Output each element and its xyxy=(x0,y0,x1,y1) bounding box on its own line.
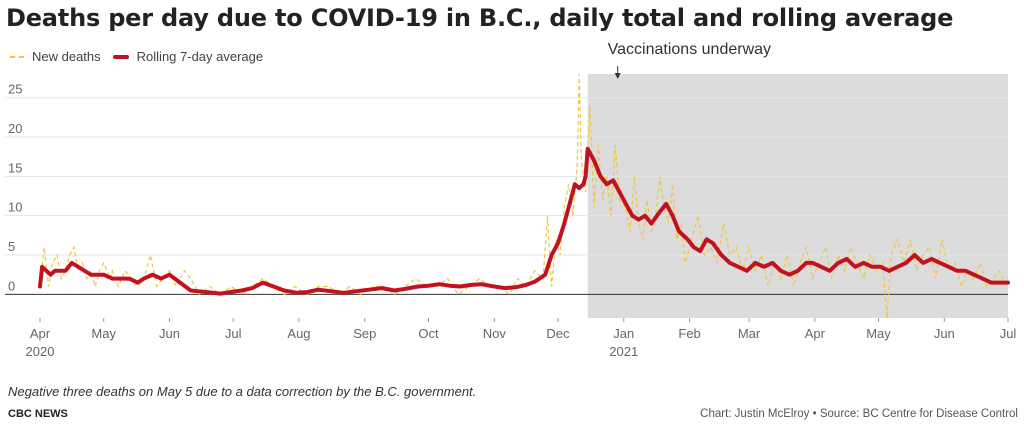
annotation-label: Vaccinations underway xyxy=(608,41,771,58)
x-tick-year-label: 2021 xyxy=(609,344,638,359)
x-tick-label: Nov xyxy=(483,326,507,341)
x-tick-label: Jul xyxy=(225,326,242,341)
legend-item-new-deaths: New deaths xyxy=(10,49,101,64)
chart-plot: 0 5 10 15 20 25 Apr 2020 May Jun Jul Aug Sep Oct Nov De… xyxy=(5,41,1017,359)
x-tick-label: Jun xyxy=(159,326,180,341)
chart-title: Deaths per day due to COVID-19 in B.C., … xyxy=(6,4,954,32)
x-tick-label: Jul xyxy=(1000,326,1017,341)
legend-label-new-deaths: New deaths xyxy=(32,49,101,64)
y-tick-label: 0 xyxy=(8,278,15,293)
vaccination-shaded-region xyxy=(587,74,1008,318)
chart-credit: Chart: Justin McElroy • Source: BC Centr… xyxy=(700,408,1018,420)
x-tick-label: Aug xyxy=(287,326,310,341)
x-tick-label: May xyxy=(866,326,891,341)
series-line-new-deaths xyxy=(39,73,1007,319)
legend: New deaths Rolling 7-day average xyxy=(10,49,275,64)
chart-note: Negative three deaths on May 5 due to a … xyxy=(8,384,477,399)
x-tick-label: Jun xyxy=(934,326,955,341)
x-tick-label: Oct xyxy=(418,326,439,341)
y-tick-label: 10 xyxy=(8,200,22,215)
x-tick-label: Jan xyxy=(613,326,634,341)
x-tick-label: May xyxy=(91,326,116,341)
y-tick-label: 20 xyxy=(8,121,22,136)
x-tick-label: Apr xyxy=(30,326,51,341)
annotation-arrow-head xyxy=(614,73,621,79)
x-tick-label: Dec xyxy=(546,326,570,341)
x-tick-label: Sep xyxy=(353,326,376,341)
x-tick-label: Apr xyxy=(805,326,826,341)
series-line-rolling-average xyxy=(38,146,1010,296)
x-tick-year-label: 2020 xyxy=(26,344,55,359)
legend-swatch-rolling-average xyxy=(112,54,129,59)
brand-logo-text: CBC NEWS xyxy=(8,408,68,420)
x-tick-label: Mar xyxy=(738,326,761,341)
x-tick-label: Feb xyxy=(678,326,700,341)
y-tick-label: 15 xyxy=(8,160,22,175)
legend-swatch-new-deaths xyxy=(10,55,24,58)
legend-item-rolling-average: Rolling 7-day average xyxy=(112,49,264,64)
legend-label-rolling-average: Rolling 7-day average xyxy=(136,49,264,64)
y-tick-label: 5 xyxy=(8,239,15,254)
y-tick-label: 25 xyxy=(8,82,22,97)
